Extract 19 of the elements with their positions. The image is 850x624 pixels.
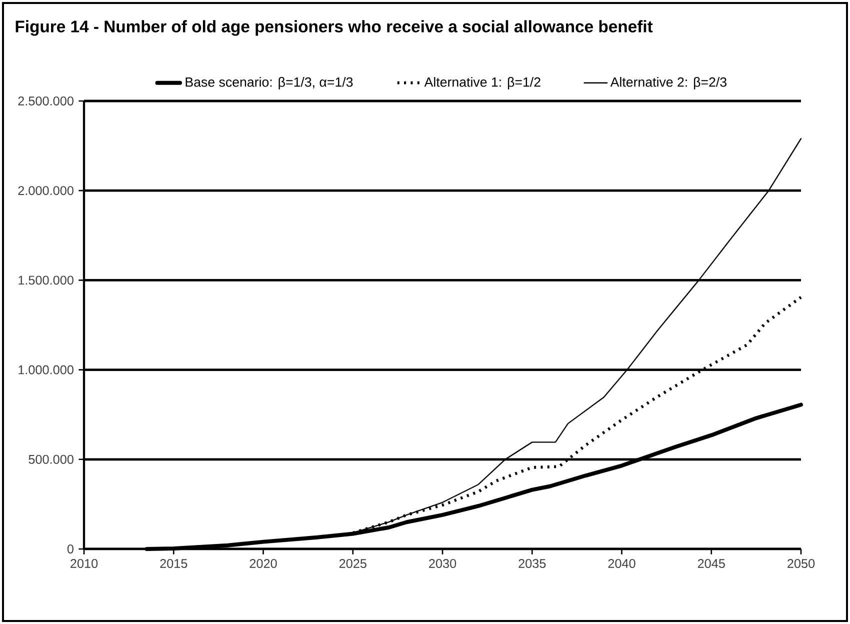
legend-label: Alternative 1: β=1/2 (424, 77, 540, 90)
y-tick-label: 2.500.000 (18, 96, 74, 106)
x-tick-label: 2010 (70, 559, 98, 568)
y-tick-label: 500.000 (28, 454, 74, 464)
y-tick-label: 0 (67, 544, 74, 554)
chart-title: Figure 14 - Number of old age pensioners who receive a social allowance benefit (16, 20, 653, 36)
y-tick-label: 2.000.000 (18, 186, 74, 196)
legend-label: Alternative 2: β=2/3 (610, 77, 726, 90)
y-tick-label: 1.500.000 (18, 276, 74, 285)
x-tick-label: 2035 (518, 559, 546, 568)
legend-label: Base scenario: β=1/3, α=1/3 (186, 77, 353, 90)
x-tick-label: 2050 (788, 559, 815, 568)
x-tick-label: 2045 (698, 559, 725, 568)
x-tick-label: 2040 (608, 559, 636, 568)
x-tick-label: 2025 (339, 559, 366, 568)
x-tick-label: 2030 (429, 559, 456, 568)
x-tick-label: 2020 (250, 559, 277, 568)
y-tick-label: 1.000.000 (18, 365, 74, 374)
x-tick-label: 2015 (160, 559, 188, 568)
